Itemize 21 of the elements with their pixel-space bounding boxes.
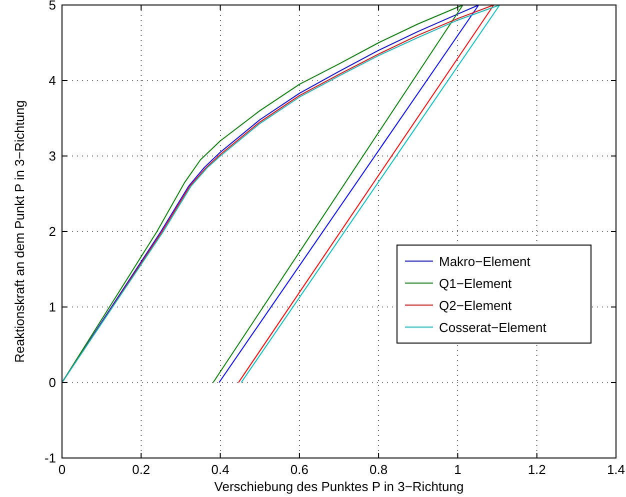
legend-label: Q1−Element (439, 276, 512, 292)
x-tick-label: 0.8 (370, 462, 388, 477)
y-tick-label: 4 (48, 73, 56, 88)
x-tick-label: 0.2 (132, 462, 150, 477)
x-tick-label: 0 (58, 462, 66, 477)
y-tick-label: 5 (48, 0, 56, 12)
x-tick-label: 1 (454, 462, 462, 477)
y-tick-label: -1 (44, 450, 56, 466)
legend-label: Makro−Element (439, 254, 531, 270)
x-tick-label: 1.4 (606, 462, 626, 477)
y-tick-label: 3 (48, 148, 56, 164)
x-tick-label: 0.6 (290, 462, 308, 477)
y-tick-label: 2 (48, 224, 56, 239)
y-axis-title: Reaktionskraft an dem Punkt P in 3−Richtung (12, 100, 27, 363)
legend-label: Cosserat−Element (439, 320, 547, 336)
x-tick-label: 1.2 (528, 462, 546, 477)
y-tick-label: 1 (48, 300, 56, 314)
x-tick-label: 0.4 (211, 462, 230, 477)
legend-label: Q2−Element (439, 298, 512, 314)
x-axis-title: Verschiebung des Punktes P in 3−Richtung (214, 479, 464, 494)
y-tick-label: 0 (48, 375, 56, 390)
